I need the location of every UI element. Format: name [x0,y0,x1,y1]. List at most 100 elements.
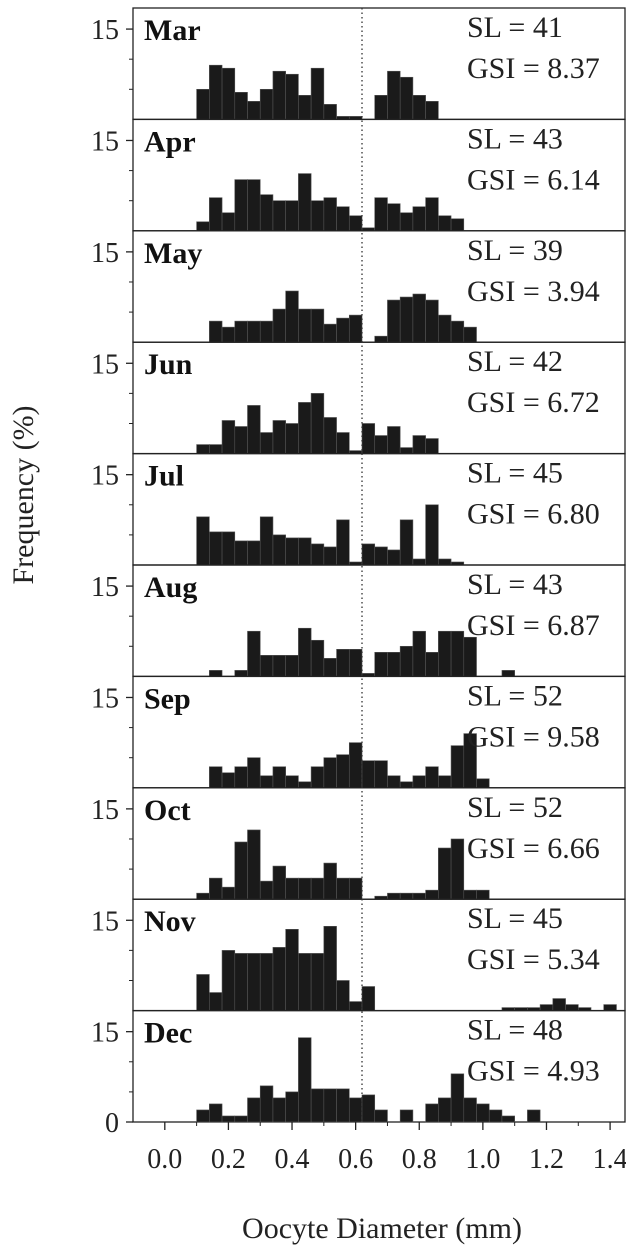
sl-label: SL = 43 [467,568,563,601]
y-tick-label: 15 [91,795,119,826]
histogram-bar [399,212,414,232]
histogram-bar [425,889,439,900]
histogram-bar [438,215,452,232]
histogram-bar [425,1103,439,1123]
histogram-bar [234,670,248,677]
histogram-bar [336,754,350,789]
histogram-bar [247,953,261,1011]
histogram-bar [285,929,299,1011]
histogram-bar [298,1037,312,1123]
histogram-bar [348,1001,363,1011]
histogram-bar [361,986,376,1011]
histogram-bar [234,426,248,454]
histogram-bar [298,627,312,677]
histogram-bar [450,838,465,900]
histogram-bar [336,877,350,900]
histogram-bar [374,1109,388,1123]
histogram-bar [285,423,299,454]
histogram-bar [259,88,274,120]
histogram-bar [323,417,337,454]
histogram-bar [336,432,350,454]
month-label: Jun [144,348,193,381]
histogram-bar [247,829,261,900]
histogram-bar [348,1097,363,1123]
histogram-bar [310,393,325,454]
histogram-bar [348,877,363,900]
histogram-bar [234,540,248,566]
x-axis-label: Oocyte Diameter (mm) [242,1212,522,1245]
histogram-bar [348,314,363,343]
histogram-bar [221,950,236,1011]
histogram-bar [412,293,426,343]
histogram-bar [438,630,452,677]
histogram-bar [310,543,325,566]
histogram-bar [196,88,210,120]
y-tick-label: 15 [91,683,119,714]
histogram-bar [565,1004,579,1011]
histogram-bar [272,947,286,1011]
x-tick-label: 1.2 [529,1144,564,1175]
gsi-label: GSI = 6.66 [467,832,600,865]
histogram-bar [298,308,312,343]
histogram-bar [336,206,350,232]
histogram-bar [196,1109,210,1123]
histogram-bar [374,197,388,232]
histogram-bar [234,1115,248,1123]
histogram-bar [412,95,426,120]
histogram-bar [399,447,414,454]
histogram-bar [234,841,248,900]
histogram-bar [259,953,274,1011]
histogram-bar [259,320,274,343]
y-tick-label: 15 [91,572,119,603]
histogram-bar [450,218,465,232]
histogram-bar [285,655,299,677]
histogram-bar [412,892,426,900]
month-label: Nov [144,905,196,938]
histogram-bar [234,92,248,120]
histogram-bar [539,1004,554,1011]
histogram-bar [247,757,261,789]
histogram-bar [412,630,426,677]
histogram-bar [285,200,299,232]
panel-sep: 15 Sep SL = 52 GSI = 9.58 [91,675,626,789]
histogram-bar [463,636,477,677]
histogram-bar [234,320,248,343]
histogram-bar [209,1103,223,1123]
histogram-bar [374,335,388,343]
histogram-bar [310,1088,325,1123]
histogram-bar [247,101,261,120]
histogram-bar [209,670,223,677]
histogram-bar [272,200,286,232]
histogram-bar [399,781,414,789]
histogram-bar [259,1085,274,1123]
histogram-bar [323,1088,337,1123]
histogram-bar [247,320,261,343]
histogram-bar [298,877,312,900]
histogram-bar [450,630,465,677]
histogram-bar [259,775,274,789]
histogram-bar [196,221,210,232]
histogram-bar [463,889,477,900]
histogram-bar [209,444,223,454]
histogram-bar [527,1109,541,1123]
month-label: May [144,237,202,270]
y-axis-label: Frequency (%) [7,405,40,584]
histogram-bar [209,320,223,343]
histogram-bar [336,649,350,677]
histogram-bar [323,546,337,566]
x-tick-label: 0.0 [147,1144,182,1175]
panel-dec: 15 0 Dec SL = 48 GSI = 4.93 [91,1009,626,1139]
gsi-label: GSI = 5.34 [467,943,600,976]
histogram-bar [298,173,312,232]
histogram-bar [272,865,286,900]
sl-label: SL = 45 [467,902,563,935]
histogram-bar [336,519,350,566]
gsi-label: GSI = 6.14 [467,163,600,196]
y-tick-label: 0 [105,1108,119,1139]
x-tick-label: 0.4 [275,1144,310,1175]
month-label: Apr [144,125,196,158]
y-tick-label: 15 [91,126,119,157]
histogram-bar [374,546,388,566]
histogram-bar [221,420,236,454]
